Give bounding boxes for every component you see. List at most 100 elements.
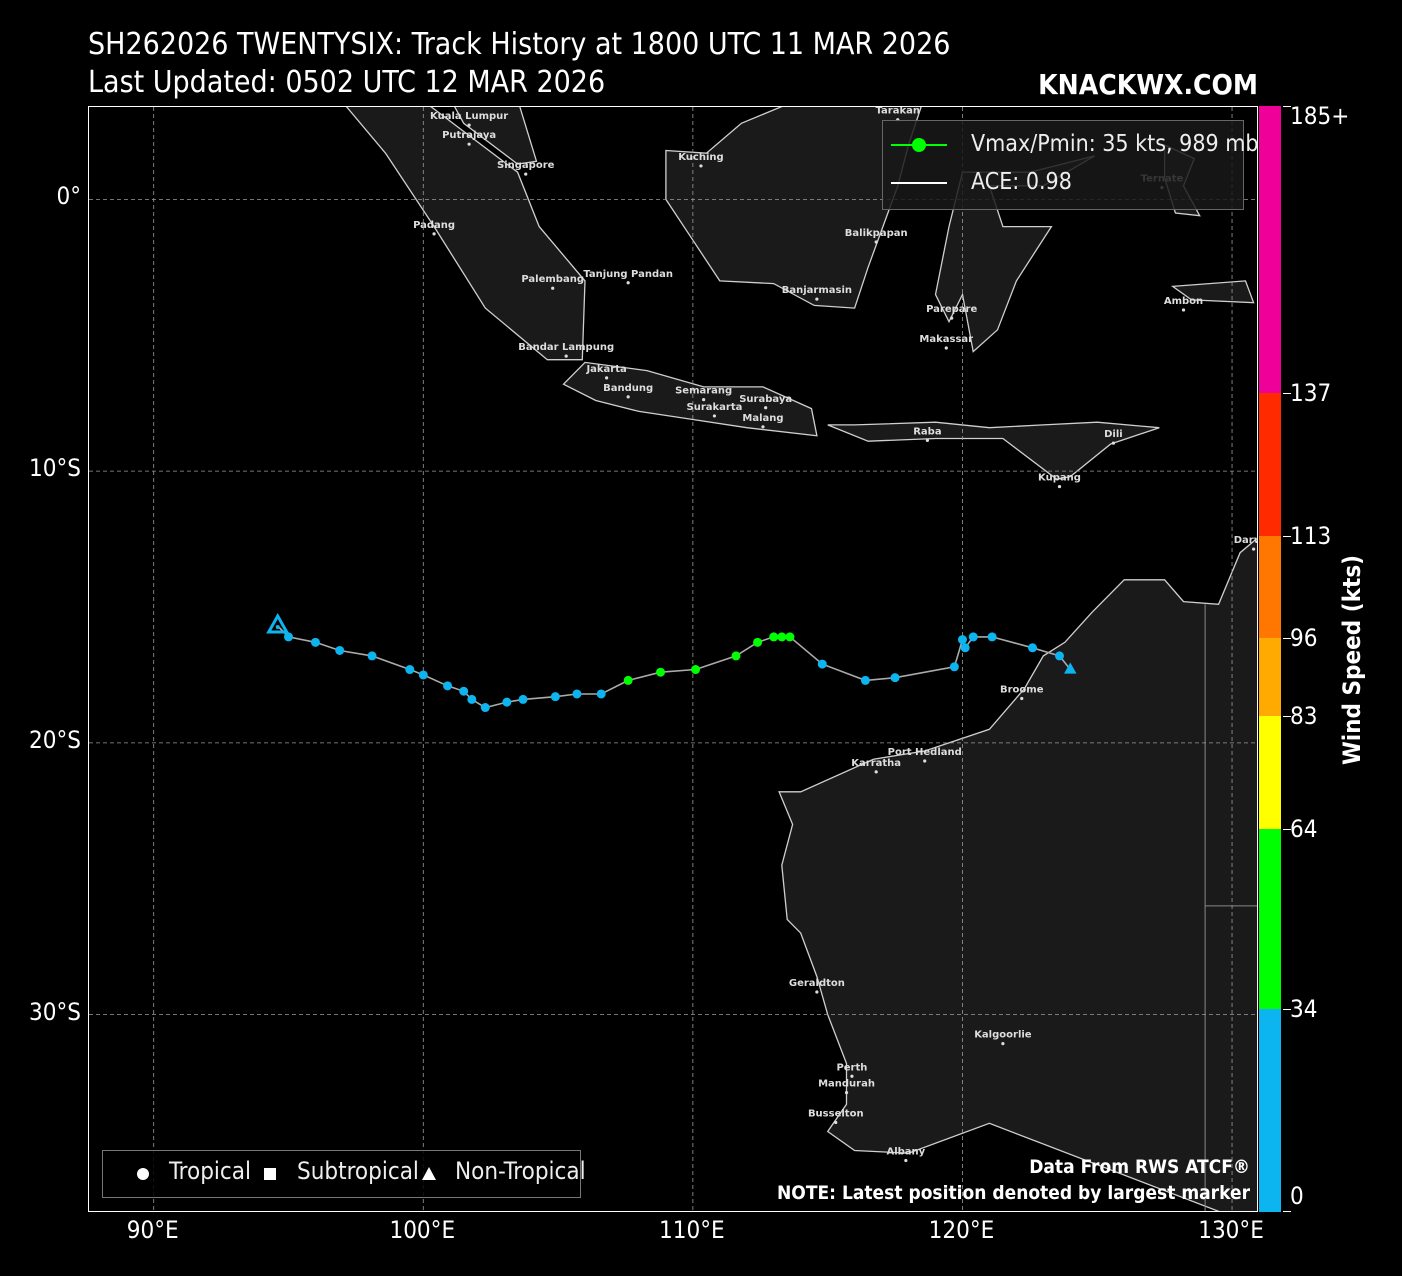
colorbar-segment [1259, 536, 1281, 639]
city-label: Parepare [926, 304, 977, 315]
city-label: Makassar [919, 334, 973, 345]
track-point [817, 659, 827, 669]
city-dot [834, 1120, 838, 1125]
track-point [1055, 651, 1065, 661]
city-label: Jakarta [585, 364, 626, 375]
subtropical-square-icon [264, 1168, 276, 1180]
track-point [335, 645, 345, 655]
city-dot [551, 286, 555, 290]
gridlines [89, 107, 1257, 1211]
city-dot [844, 1090, 849, 1095]
city-dot [764, 406, 768, 410]
city-dot [1111, 441, 1116, 445]
storm-type-icons [137, 1167, 436, 1180]
landmass-malaya [454, 107, 538, 165]
lon-tick-label: 120°E [928, 1216, 995, 1244]
track-point [860, 675, 870, 685]
city-dot [712, 414, 717, 418]
landmass-lesser-sunda [827, 421, 1160, 480]
city-dot [626, 395, 630, 399]
lat-tick-label: 30°S [29, 997, 81, 1026]
storm-track [266, 612, 1077, 713]
track-point [785, 632, 795, 642]
city-dot [1001, 1042, 1005, 1046]
city-dot [432, 232, 436, 236]
city-dot [699, 164, 703, 168]
latest-position-marker [266, 612, 290, 634]
track-point [443, 681, 453, 691]
non-tropical-triangle-icon [422, 1167, 436, 1180]
track-point [769, 632, 779, 642]
track-point [731, 651, 741, 661]
city-dot [1181, 308, 1186, 312]
latest-position-center [275, 625, 280, 630]
landmass-seram [1170, 280, 1255, 304]
track-point [1028, 643, 1038, 653]
colorbar-tick [1283, 536, 1291, 538]
city-dot [904, 1158, 908, 1163]
city-dot [564, 354, 568, 358]
city-dot [815, 297, 819, 301]
city-label: Putrajaya [442, 130, 496, 141]
city-dot [761, 425, 765, 429]
city-label: Surabaya [739, 394, 792, 405]
landmass-australia [778, 537, 1257, 1211]
city-dot [874, 240, 878, 244]
city-label: Dili [1104, 429, 1123, 440]
wind-speed-colorbar [1259, 106, 1281, 1212]
track-point [957, 635, 967, 645]
city-label: Ambon [1164, 296, 1203, 307]
colorbar-tick [1283, 829, 1291, 831]
lat-tick-label: 20°S [29, 725, 81, 754]
chart-subtitle: Last Updated: 0502 UTC 12 MAR 2026 [88, 65, 606, 100]
track-point [405, 665, 415, 675]
track-point [518, 694, 528, 704]
track-point [550, 692, 560, 702]
city-dot [626, 281, 630, 285]
track-point [480, 703, 490, 713]
track-point [467, 694, 477, 704]
city-label: Broome [1000, 685, 1044, 696]
track-point [949, 662, 959, 672]
city-dot [815, 990, 819, 994]
city-label: Kuching [678, 152, 723, 163]
colorbar-tick-label: 96 [1290, 624, 1318, 653]
ace-label: ACE: 0.98 [971, 169, 1072, 195]
colorbar-segment [1259, 106, 1281, 393]
city-label: Kupang [1038, 473, 1081, 484]
city-label: Perth [836, 1062, 867, 1073]
vmax-marker-icon [912, 138, 926, 152]
city-labels: Kuala Lumpur Putrajaya Singapore Kuching Tar… [413, 107, 1258, 1163]
city-label: Palembang [521, 274, 584, 285]
track-point [656, 667, 666, 677]
colorbar-tick-label: 185+ [1290, 102, 1350, 130]
colorbar-tick [1283, 638, 1291, 640]
colorbar-tick [1283, 1211, 1291, 1212]
colorbar-tick [1283, 715, 1291, 717]
colorbar-segment [1259, 638, 1281, 716]
legend-line-icons [891, 138, 947, 184]
city-dot [925, 438, 930, 442]
city-label: Darwin [1234, 535, 1258, 546]
track-point [753, 637, 763, 647]
city-dot [467, 123, 471, 127]
city-dot [1020, 696, 1024, 701]
colorbar-tick-label: 137 [1290, 378, 1332, 407]
city-label: Balikpapan [845, 228, 908, 239]
city-label: Semarang [675, 386, 732, 397]
city-dot [950, 316, 954, 320]
city-dot [1057, 484, 1062, 489]
city-label: Bandung [603, 383, 653, 394]
colorbar-tick-label: 113 [1290, 522, 1332, 551]
track-point [596, 689, 606, 699]
city-label: Tarakan [876, 107, 920, 117]
landmass-layer [345, 107, 1257, 1211]
tropical-label: Tropical [169, 1157, 252, 1185]
colorbar-tick [1283, 392, 1291, 394]
track-point [502, 697, 512, 707]
brand-logo: KNACKWX.COM [1038, 68, 1258, 101]
track-point [968, 632, 978, 642]
map-panel: Kuala Lumpur Putrajaya Singapore Kuching Tar… [88, 106, 1258, 1212]
city-dot [923, 759, 927, 763]
colorbar-segment [1259, 1008, 1281, 1212]
